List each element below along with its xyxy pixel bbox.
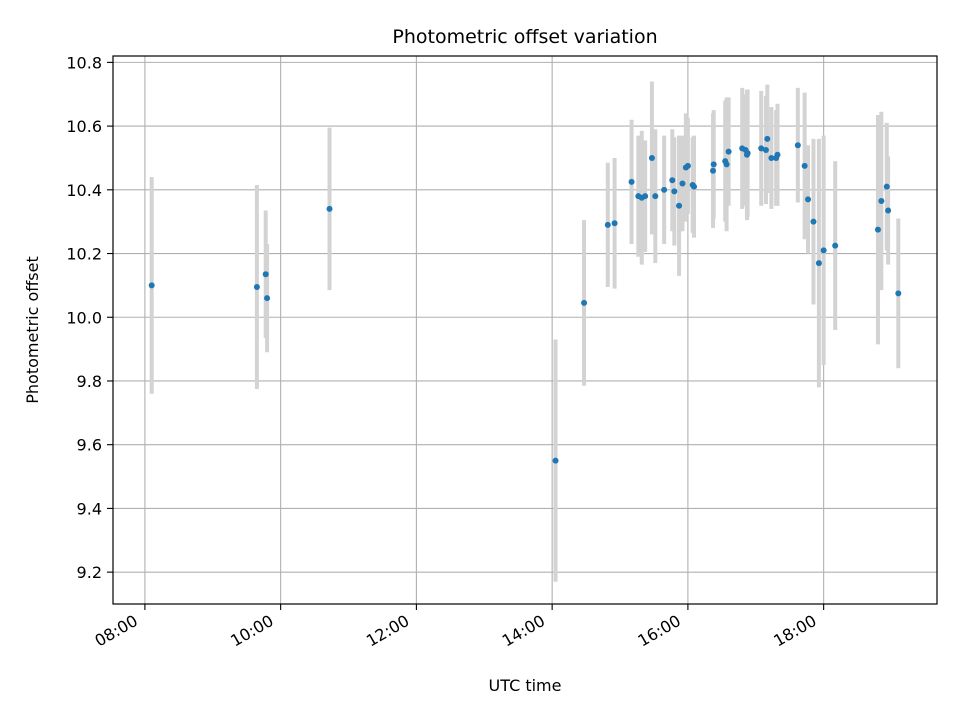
x-tick-label: 14:00 [499,611,548,651]
data-point [611,220,618,227]
data-point [669,177,676,184]
y-tick-label: 10.2 [66,245,102,264]
data-point [628,178,635,185]
data-point [710,161,717,168]
data-point [805,196,812,203]
x-tick-label: 12:00 [363,611,412,651]
data-point [148,282,155,289]
data-point [801,162,808,169]
y-tick-label: 10.0 [66,308,102,327]
data-point [326,205,333,212]
plot-background [113,56,937,604]
data-point [652,193,659,200]
data-point [581,299,588,306]
data-point [648,154,655,161]
data-point [723,161,730,168]
y-tick-label: 9.6 [77,436,102,455]
data-point [552,457,559,464]
y-axis: 9.2 9.4 9.6 9.8 10.0 10.2 10.4 10.6 10.8 [66,53,113,582]
data-point [679,180,686,187]
y-tick-label: 10.4 [66,181,102,200]
y-tick-label: 10.6 [66,117,102,136]
data-point [676,202,683,209]
y-axis-title: Photometric offset [23,256,42,404]
data-point [810,218,817,225]
data-point [885,207,892,214]
data-point [264,295,271,302]
data-point [253,283,260,290]
y-tick-label: 9.4 [77,499,102,518]
data-points [148,135,902,464]
data-point [832,242,839,249]
x-tick-label: 16:00 [634,611,683,651]
x-axis-title: UTC time [489,676,562,695]
x-axis: 08:00 10:00 12:00 14:00 16:00 18:00 [91,604,825,651]
x-tick-label: 10:00 [227,611,276,651]
data-point [684,162,691,169]
data-point [794,142,801,149]
data-point [774,151,781,158]
chart-title: Photometric offset variation [392,26,657,48]
y-tick-label: 10.8 [66,53,102,72]
data-point [878,197,885,204]
data-point [725,148,732,155]
data-point [768,154,775,161]
x-tick-label: 08:00 [91,611,140,651]
data-point [758,145,765,152]
data-point [262,271,269,278]
data-point [883,183,890,190]
y-tick-label: 9.2 [77,563,102,582]
data-point [642,193,649,200]
data-point [671,188,678,195]
data-point [764,135,771,142]
data-point [744,150,751,157]
data-point [604,221,611,228]
data-point [895,290,902,297]
x-tick-label: 18:00 [770,611,819,651]
data-point [691,183,698,190]
plot-frame [112,55,938,605]
data-point [874,226,881,233]
data-point [815,260,822,267]
data-point [710,167,717,174]
data-point [820,247,827,254]
y-tick-label: 9.8 [77,372,102,391]
data-point [661,186,668,193]
data-point [762,146,769,153]
